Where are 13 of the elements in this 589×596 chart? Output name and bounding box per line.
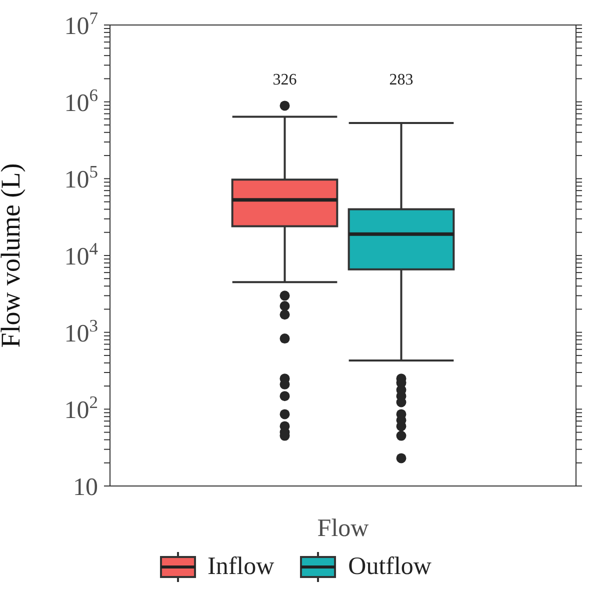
annotation: 326 xyxy=(272,71,297,88)
y-tick-label: 10$^{3}$ xyxy=(64,315,98,348)
y-tick-label: 10$^{5}$ xyxy=(64,162,98,194)
y-tick-label: 10$^{6}$ xyxy=(64,84,98,117)
annotation: 283 xyxy=(389,71,414,88)
y-tick-label: 10$^{2}$ xyxy=(64,392,98,424)
y-tick-label: 10$^{7}$ xyxy=(64,8,98,40)
y-axis-title: Flow volume (L) xyxy=(0,163,26,348)
legend-label: Inflow xyxy=(208,553,274,581)
legend-label: Outflow xyxy=(348,553,432,581)
x-axis-title: Flow xyxy=(317,515,369,542)
y-tick-label: 10 xyxy=(73,474,98,501)
y-tick-label: 10$^{4}$ xyxy=(64,238,98,270)
